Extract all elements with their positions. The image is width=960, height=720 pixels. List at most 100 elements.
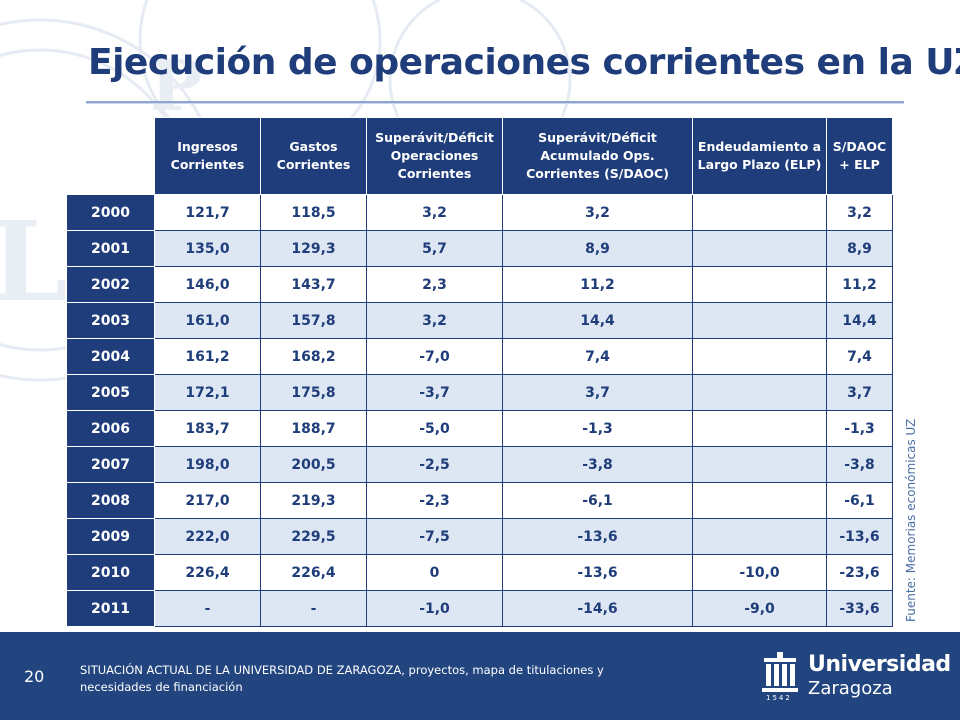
table-row: 2011- - -1,0 -14,6 -9,0 -33,6 bbox=[66, 590, 893, 627]
value-cell: 11,2 bbox=[826, 266, 893, 303]
value-cell: 157,8 bbox=[260, 302, 367, 339]
value-cell: -23,6 bbox=[826, 554, 893, 591]
value-cell: 161,0 bbox=[154, 302, 261, 339]
operations-table: Ingresos Corrientes Gastos Corrientes Su… bbox=[66, 117, 893, 627]
value-cell: 11,2 bbox=[502, 266, 693, 303]
title-divider bbox=[86, 101, 904, 104]
value-cell: 219,3 bbox=[260, 482, 367, 519]
source-note: Fuente: Memorias económicas UZ bbox=[904, 418, 918, 622]
table-row: 2001 135,0 129,3 5,7 8,9 8,9 bbox=[66, 230, 893, 267]
table-row: 2006 183,7 188,7 -5,0 -1,3 -1,3 bbox=[66, 410, 893, 447]
year-cell: 2007 bbox=[66, 446, 155, 483]
value-cell: -5,0 bbox=[366, 410, 503, 447]
year-cell: 2006 bbox=[66, 410, 155, 447]
header-ingresos: Ingresos Corrientes bbox=[154, 117, 261, 195]
year-cell: 2011 bbox=[66, 590, 155, 627]
value-cell: 0 bbox=[366, 554, 503, 591]
value-cell: -6,1 bbox=[826, 482, 893, 519]
value-cell: 129,3 bbox=[260, 230, 367, 267]
header-endeudamiento: Endeudamiento a Largo Plazo (ELP) bbox=[692, 117, 827, 195]
value-cell: - bbox=[260, 590, 367, 627]
year-cell: 2003 bbox=[66, 302, 155, 339]
value-cell bbox=[692, 410, 827, 447]
value-cell: -7,5 bbox=[366, 518, 503, 555]
value-cell: -3,7 bbox=[366, 374, 503, 411]
table-row: 2002 146,0 143,7 2,3 11,2 11,2 bbox=[66, 266, 893, 303]
year-cell: 2004 bbox=[66, 338, 155, 375]
value-cell: 200,5 bbox=[260, 446, 367, 483]
value-cell: -2,3 bbox=[366, 482, 503, 519]
year-cell: 2010 bbox=[66, 554, 155, 591]
university-logo: Universidad Zaragoza 1542 bbox=[760, 652, 951, 706]
value-cell: -6,1 bbox=[502, 482, 693, 519]
logo-city: Zaragoza bbox=[808, 678, 893, 699]
value-cell: -33,6 bbox=[826, 590, 893, 627]
table-row: 2007 198,0 200,5 -2,5 -3,8 -3,8 bbox=[66, 446, 893, 483]
value-cell bbox=[692, 338, 827, 375]
value-cell: 3,2 bbox=[826, 194, 893, 231]
year-cell: 2005 bbox=[66, 374, 155, 411]
value-cell bbox=[692, 302, 827, 339]
value-cell: -2,5 bbox=[366, 446, 503, 483]
value-cell: 8,9 bbox=[826, 230, 893, 267]
value-cell: 217,0 bbox=[154, 482, 261, 519]
value-cell: -3,8 bbox=[826, 446, 893, 483]
value-cell: -1,0 bbox=[366, 590, 503, 627]
value-cell: -10,0 bbox=[692, 554, 827, 591]
value-cell: 3,2 bbox=[366, 302, 503, 339]
value-cell: -13,6 bbox=[826, 518, 893, 555]
value-cell: 7,4 bbox=[826, 338, 893, 375]
value-cell bbox=[692, 194, 827, 231]
header-sdaoc-elp: S/DAOC + ELP bbox=[826, 117, 893, 195]
value-cell: -1,3 bbox=[502, 410, 693, 447]
table-row: 2000 121,7 118,5 3,2 3,2 3,2 bbox=[66, 194, 893, 231]
year-cell: 2009 bbox=[66, 518, 155, 555]
value-cell: 2,3 bbox=[366, 266, 503, 303]
university-building-icon bbox=[762, 652, 798, 692]
value-cell: 3,2 bbox=[502, 194, 693, 231]
value-cell: 5,7 bbox=[366, 230, 503, 267]
value-cell: 135,0 bbox=[154, 230, 261, 267]
value-cell: 14,4 bbox=[502, 302, 693, 339]
table-row: 2008 217,0 219,3 -2,3 -6,1 -6,1 bbox=[66, 482, 893, 519]
logo-year: 1542 bbox=[766, 694, 792, 702]
value-cell: -7,0 bbox=[366, 338, 503, 375]
value-cell: 188,7 bbox=[260, 410, 367, 447]
value-cell: 118,5 bbox=[260, 194, 367, 231]
footer-text: SITUACIÓN ACTUAL DE LA UNIVERSIDAD DE ZA… bbox=[80, 663, 604, 694]
value-cell: 143,7 bbox=[260, 266, 367, 303]
value-cell: -1,3 bbox=[826, 410, 893, 447]
value-cell bbox=[692, 518, 827, 555]
value-cell: 8,9 bbox=[502, 230, 693, 267]
value-cell: 146,0 bbox=[154, 266, 261, 303]
value-cell bbox=[692, 446, 827, 483]
value-cell: 226,4 bbox=[154, 554, 261, 591]
value-cell: -3,8 bbox=[502, 446, 693, 483]
table-row: 2003 161,0 157,8 3,2 14,4 14,4 bbox=[66, 302, 893, 339]
value-cell bbox=[692, 374, 827, 411]
table-row: 2005 172,1 175,8 -3,7 3,7 3,7 bbox=[66, 374, 893, 411]
year-cell: 2002 bbox=[66, 266, 155, 303]
value-cell: 175,8 bbox=[260, 374, 367, 411]
table-header-row: Ingresos Corrientes Gastos Corrientes Su… bbox=[66, 117, 893, 195]
value-cell: 3,7 bbox=[826, 374, 893, 411]
year-cell: 2000 bbox=[66, 194, 155, 231]
slide-title: Ejecución de operaciones corrientes en l… bbox=[88, 42, 960, 83]
year-cell: 2008 bbox=[66, 482, 155, 519]
value-cell: -14,6 bbox=[502, 590, 693, 627]
value-cell bbox=[692, 230, 827, 267]
value-cell: 198,0 bbox=[154, 446, 261, 483]
table-row: 2010 226,4 226,4 0 -13,6 -10,0 -23,6 bbox=[66, 554, 893, 591]
value-cell: 7,4 bbox=[502, 338, 693, 375]
value-cell: 229,5 bbox=[260, 518, 367, 555]
value-cell: 121,7 bbox=[154, 194, 261, 231]
year-cell: 2001 bbox=[66, 230, 155, 267]
table-row: 2004 161,2 168,2 -7,0 7,4 7,4 bbox=[66, 338, 893, 375]
table-row: 2009 222,0 229,5 -7,5 -13,6 -13,6 bbox=[66, 518, 893, 555]
footer-bar: 20 SITUACIÓN ACTUAL DE LA UNIVERSIDAD DE… bbox=[0, 632, 960, 720]
value-cell: -9,0 bbox=[692, 590, 827, 627]
value-cell: 161,2 bbox=[154, 338, 261, 375]
value-cell: 14,4 bbox=[826, 302, 893, 339]
header-gastos: Gastos Corrientes bbox=[260, 117, 367, 195]
value-cell: 183,7 bbox=[154, 410, 261, 447]
